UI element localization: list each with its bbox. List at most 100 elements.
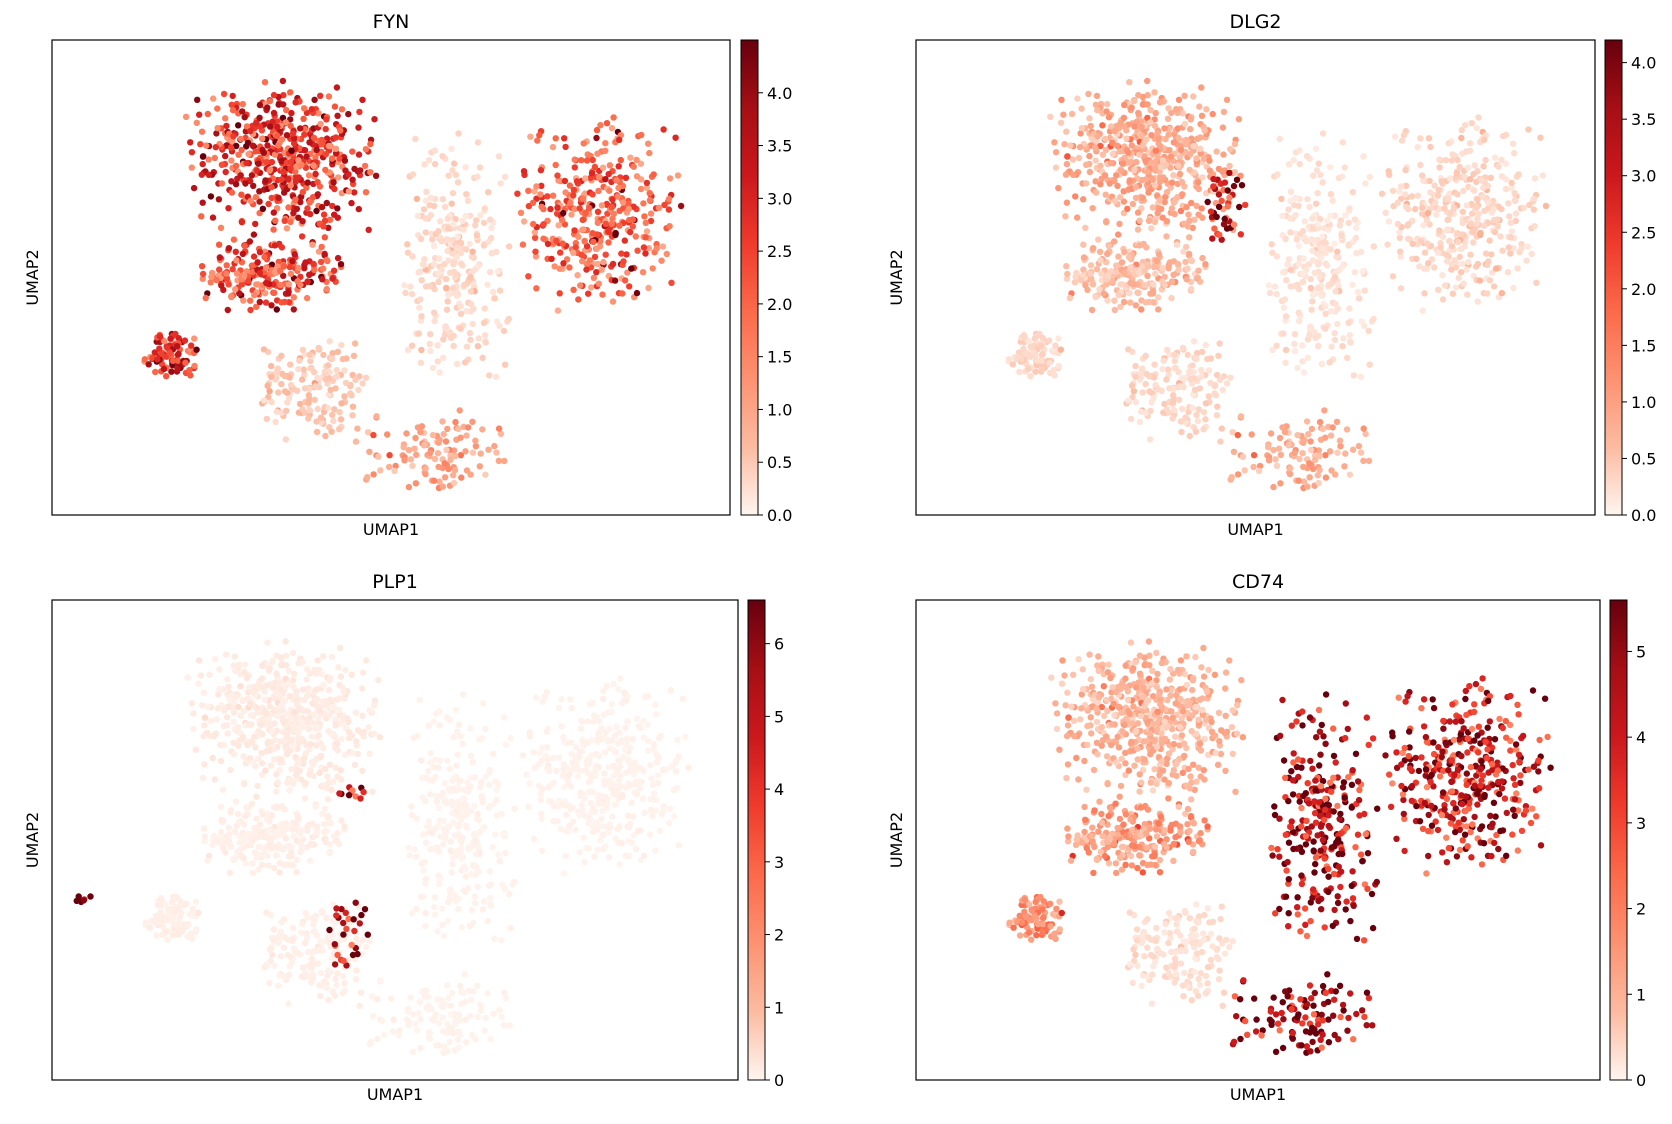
cell-point (1281, 296, 1289, 303)
cell-point (376, 734, 384, 741)
cell-point (600, 258, 607, 266)
cell-point (554, 172, 561, 179)
cell-point (324, 773, 331, 780)
cell-point (247, 840, 254, 848)
cell-point (225, 824, 232, 831)
cell-point (1311, 456, 1319, 464)
cell-point (259, 205, 267, 212)
cell-point (314, 657, 321, 664)
cell-point (1316, 466, 1323, 474)
cell-point (239, 100, 246, 108)
cell-point (325, 779, 332, 786)
cell-point (193, 119, 200, 127)
cell-point (275, 142, 282, 149)
cell-point (1453, 170, 1461, 177)
cell-point (1470, 239, 1477, 246)
cell-point (1113, 262, 1120, 269)
cell-point (659, 243, 667, 250)
cell-point (206, 671, 213, 678)
cell-point (461, 359, 469, 366)
cell-point (1170, 271, 1177, 278)
cell-point (359, 767, 366, 774)
cell-point (349, 148, 356, 155)
cell-point (1139, 194, 1147, 201)
cell-point (304, 708, 312, 715)
cell-point (204, 703, 212, 710)
cell-point (1435, 286, 1442, 293)
cell-point (1360, 425, 1367, 432)
cell-point (305, 821, 312, 829)
cell-point (253, 303, 260, 310)
cell-point (606, 725, 613, 733)
cell-point (425, 157, 433, 164)
cell-point (1334, 248, 1341, 255)
cell-point (273, 306, 280, 313)
cell-point (1137, 370, 1145, 377)
cell-point (1195, 267, 1202, 274)
cell-point (457, 434, 464, 441)
cell-point (1322, 474, 1330, 481)
cell-point (475, 262, 482, 269)
cell-point (314, 178, 321, 186)
cell-point (1365, 457, 1373, 465)
cell-point (1307, 323, 1314, 330)
cell-point (386, 452, 393, 459)
cell-point (1163, 233, 1170, 240)
cell-point (1163, 406, 1171, 413)
cell-point (450, 342, 457, 350)
cell-point (1202, 261, 1209, 268)
cell-point (435, 764, 442, 771)
cell-point (1134, 226, 1142, 233)
cell-point (198, 213, 205, 220)
cell-point (1432, 199, 1439, 206)
cell-point (294, 278, 301, 285)
cell-point (1155, 306, 1162, 313)
cell-point (265, 862, 272, 869)
cell-point (466, 240, 473, 247)
cell-point (1170, 172, 1177, 179)
cell-point (1385, 168, 1392, 175)
cell-point (1155, 386, 1162, 393)
cell-point (210, 95, 217, 102)
cell-point (1328, 343, 1335, 350)
cell-point (1490, 205, 1497, 212)
cell-point (487, 216, 494, 223)
cell-point (305, 399, 312, 406)
cell-point (595, 731, 602, 738)
cell-point (1286, 470, 1294, 478)
cell-point (560, 870, 568, 877)
cell-point (1451, 257, 1458, 264)
cell-point (1424, 240, 1431, 247)
cell-point (338, 776, 345, 783)
cell-point (330, 179, 337, 186)
cell-point (479, 700, 487, 707)
cell-point (246, 238, 254, 245)
cell-point (232, 181, 240, 188)
cell-point (193, 346, 200, 353)
cell-point (538, 203, 545, 210)
cell-point (576, 849, 583, 856)
cell-point (1125, 346, 1132, 353)
cell-point (296, 767, 303, 774)
cell-point (449, 787, 456, 794)
cell-point (1205, 367, 1213, 374)
cell-point (349, 403, 357, 410)
cell-point (1095, 236, 1102, 243)
cell-point (370, 431, 377, 439)
cell-point (560, 766, 567, 773)
cell-point (1080, 196, 1087, 203)
cell-point (232, 694, 239, 701)
cell-point (601, 770, 608, 777)
cell-point (1228, 474, 1236, 481)
cell-point (520, 168, 528, 175)
cell-point (404, 346, 412, 354)
cell-point (303, 294, 311, 302)
cell-point (472, 863, 480, 870)
cell-point (435, 463, 442, 471)
cell-point (427, 194, 435, 201)
cell-point (1165, 105, 1172, 112)
colorbar-tick-label: 2.0 (1631, 280, 1656, 299)
cell-point (175, 335, 182, 342)
cell-point (1391, 133, 1399, 140)
cell-point (300, 115, 307, 123)
